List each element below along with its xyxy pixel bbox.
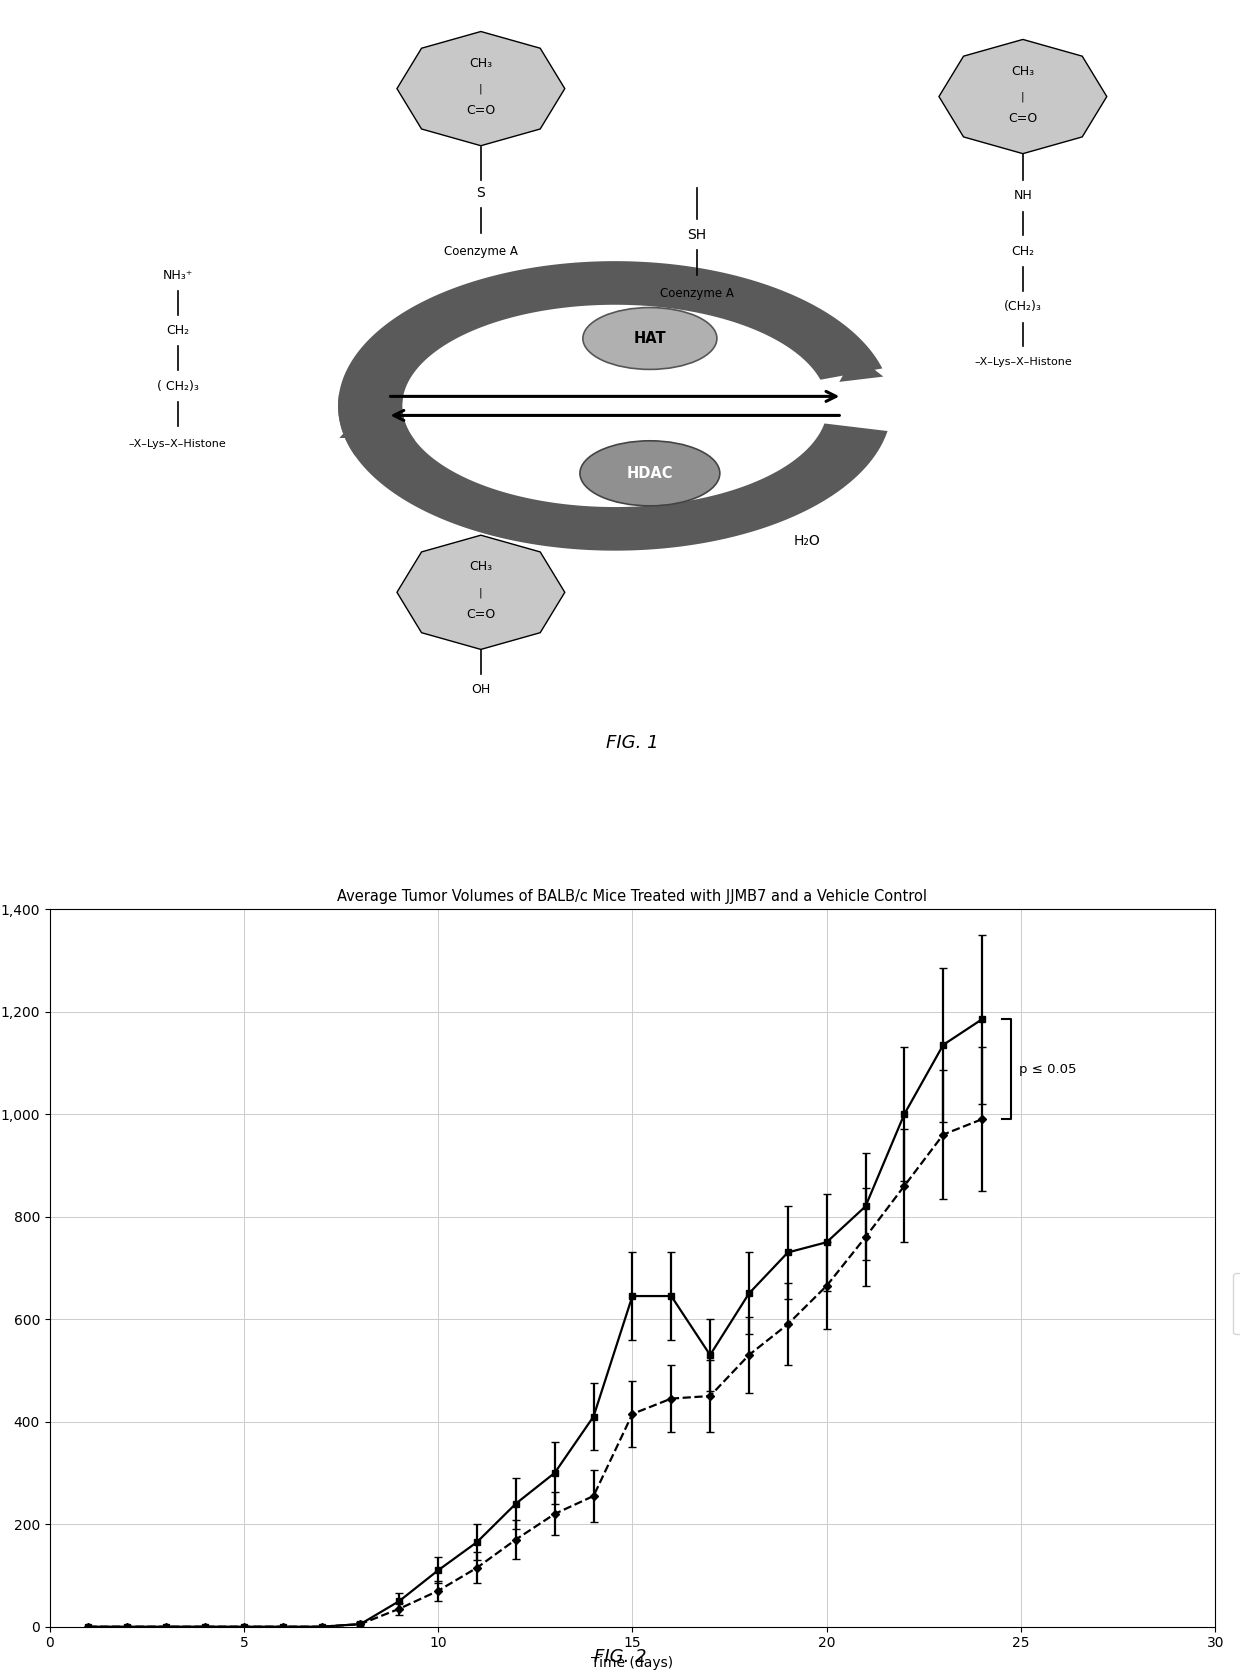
Text: CH₂: CH₂ [166, 324, 190, 337]
Text: Coenzyme A: Coenzyme A [444, 245, 518, 258]
Polygon shape [397, 32, 564, 146]
Polygon shape [939, 40, 1107, 154]
Text: HAT: HAT [634, 330, 666, 345]
Text: SH: SH [687, 228, 706, 243]
Polygon shape [839, 354, 883, 382]
Polygon shape [397, 535, 564, 649]
Text: NH: NH [1013, 190, 1032, 203]
Text: Coenzyme A: Coenzyme A [660, 287, 733, 300]
Text: H₂O: H₂O [794, 533, 821, 548]
X-axis label: Time (days): Time (days) [591, 1655, 673, 1670]
Text: C=O: C=O [466, 104, 496, 117]
Text: –X–Lys–X–Histone: –X–Lys–X–Histone [973, 357, 1071, 367]
Text: C=O: C=O [1008, 112, 1038, 126]
Polygon shape [339, 262, 883, 456]
Text: CH₃: CH₃ [469, 57, 492, 70]
Text: CH₂: CH₂ [1012, 245, 1034, 258]
Text: FIG. 2: FIG. 2 [594, 1648, 646, 1665]
Legend: Control, –JJMB7: Control, –JJMB7 [1233, 1273, 1240, 1335]
Text: |: | [479, 84, 482, 94]
Ellipse shape [580, 441, 719, 506]
Ellipse shape [583, 307, 717, 369]
Text: ( CH₂)₃: ( CH₂)₃ [157, 379, 198, 392]
Text: (CH₂)₃: (CH₂)₃ [1004, 300, 1042, 314]
Polygon shape [339, 394, 888, 550]
Text: |: | [1021, 91, 1024, 102]
Text: –X–Lys–X–Histone: –X–Lys–X–Histone [129, 439, 227, 449]
Text: OH: OH [471, 683, 491, 696]
Title: Average Tumor Volumes of BALB/c Mice Treated with JJMB7 and a Vehicle Control: Average Tumor Volumes of BALB/c Mice Tre… [337, 889, 928, 904]
Text: NH₃⁺: NH₃⁺ [162, 268, 193, 282]
Text: CH₃: CH₃ [1012, 65, 1034, 77]
Text: FIG. 1: FIG. 1 [606, 735, 658, 751]
Text: p ≤ 0.05: p ≤ 0.05 [1019, 1063, 1076, 1075]
Text: HDAC: HDAC [626, 466, 673, 481]
Text: S: S [476, 186, 485, 200]
Text: |: | [479, 587, 482, 597]
Polygon shape [340, 413, 384, 438]
Text: CH₃: CH₃ [469, 560, 492, 574]
Text: C=O: C=O [466, 609, 496, 620]
